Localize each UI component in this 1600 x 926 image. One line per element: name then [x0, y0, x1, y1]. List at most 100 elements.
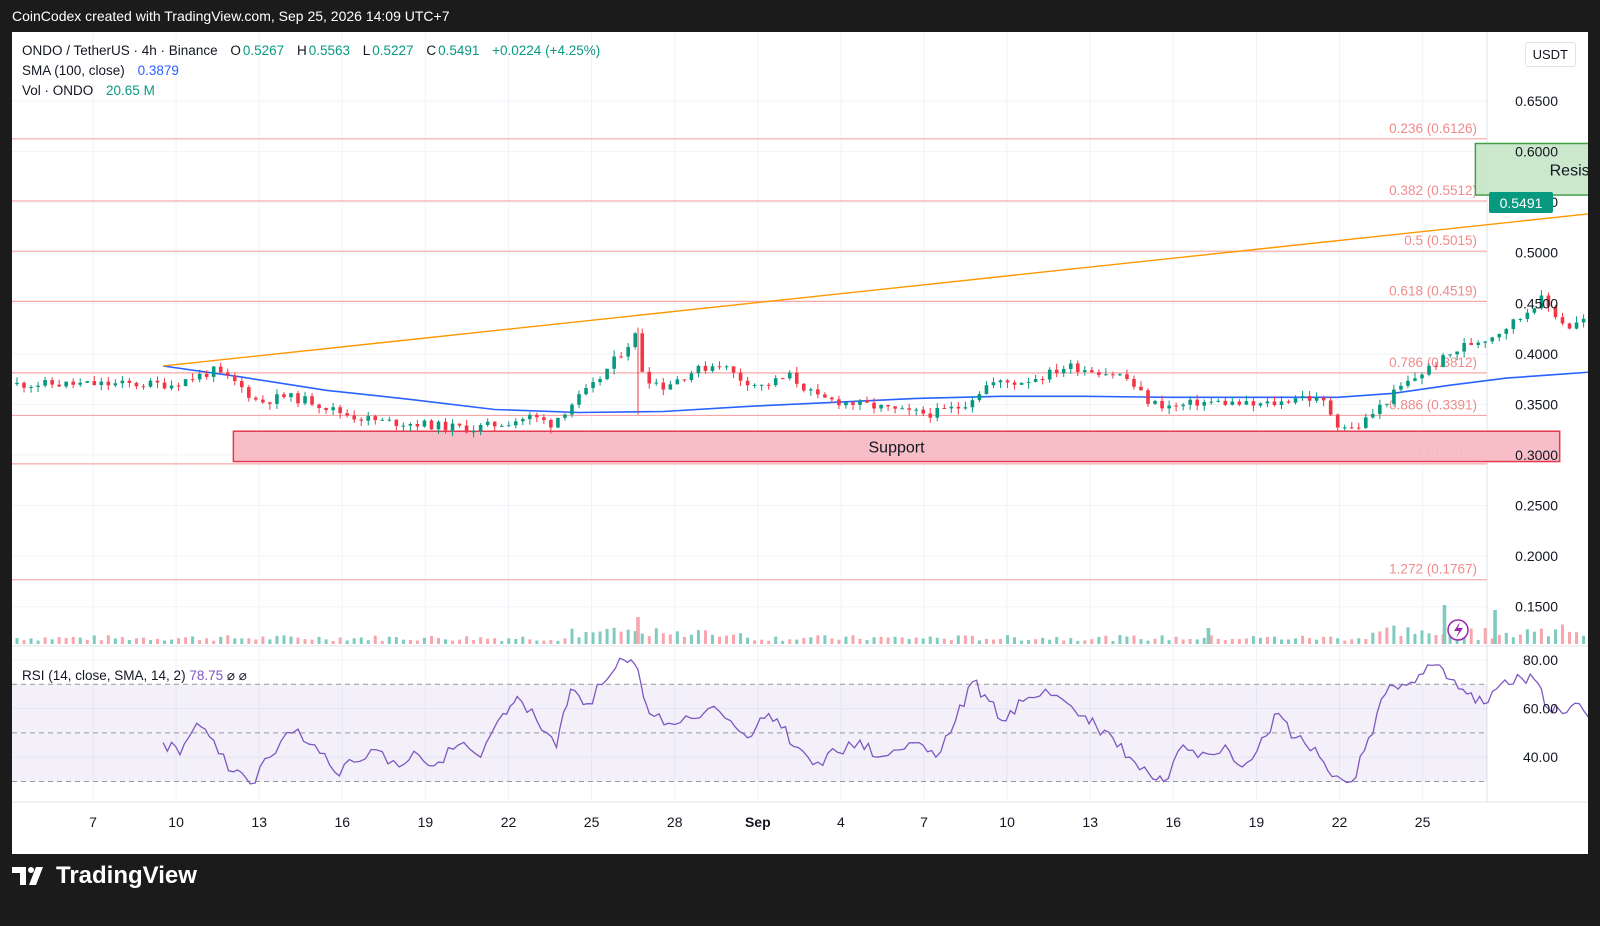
candle-body [654, 382, 659, 384]
volume-bar [163, 640, 167, 644]
candle-body [900, 408, 904, 410]
candle-body [942, 407, 947, 409]
volume-bar [331, 640, 335, 644]
volume-bar [949, 640, 953, 644]
volume-bar [1329, 636, 1333, 644]
candle-body [928, 413, 933, 418]
volume-bar [465, 636, 469, 644]
volume-bar [647, 636, 651, 644]
volume-bar [696, 630, 700, 644]
candle-body [584, 388, 588, 395]
candle-body [998, 380, 1003, 383]
rsi-visibility-icons[interactable]: ⌀ ⌀ [226, 668, 247, 683]
candle-body [1286, 401, 1291, 403]
candle-body [436, 421, 441, 430]
volume-bar [1265, 636, 1269, 644]
volume-bar [134, 638, 138, 644]
candle-body [1132, 378, 1136, 387]
chart-canvas[interactable]: 0.236 (0.6126) 0.382 (0.5512) 0.5 (0.5015)… [12, 32, 1588, 854]
volume-bar [710, 634, 714, 644]
volume-bar [1055, 637, 1059, 644]
rsi-legend[interactable]: RSI (14, close, SMA, 14, 2) 78.75 ⌀ ⌀ [22, 668, 247, 684]
volume-bar [219, 636, 223, 644]
tradingview-brand[interactable]: TradingView [12, 862, 197, 890]
fib-level-label: 0.618 (0.4519) [1389, 283, 1477, 298]
volume-bar [1511, 637, 1515, 644]
volume-bar [823, 635, 827, 644]
volume-bar [43, 637, 47, 644]
candle-body [120, 380, 125, 384]
volume-bar [415, 640, 419, 644]
price-tick-label: 0.6500 [1515, 93, 1558, 109]
currency-unit-button[interactable]: USDT [1524, 42, 1576, 67]
candle-body [1139, 386, 1143, 391]
volume-bar [1216, 638, 1220, 644]
volume-bar [1497, 634, 1501, 644]
last-price-tag [1489, 192, 1553, 214]
candle-body [513, 421, 518, 426]
candle-body [22, 382, 26, 388]
volume-bar [921, 638, 925, 644]
candle-body [521, 419, 525, 422]
volume-bar [1280, 639, 1283, 644]
volume-bar [619, 631, 623, 644]
candle-body [1146, 390, 1150, 404]
volume-bar [141, 637, 145, 644]
candle-body [1033, 379, 1038, 382]
candle-body [78, 382, 83, 385]
volume-bar [106, 635, 110, 644]
legend-sma-row[interactable]: SMA (100, close) 0.3879 [22, 61, 602, 81]
volume-bar [633, 631, 637, 644]
candle-body [970, 400, 975, 408]
fib-level-label: 0.382 (0.5512) [1389, 183, 1477, 198]
candle-body [275, 394, 279, 404]
volume-bar [661, 633, 665, 644]
candle-body [570, 404, 574, 415]
time-tick-label: 4 [837, 814, 845, 830]
volume-bar [816, 635, 820, 644]
volume-bar [156, 638, 159, 644]
zones-layer: Resistance Support [232, 142, 1588, 463]
time-tick-label: 22 [501, 814, 517, 830]
price-tick-label: 0.3000 [1515, 447, 1558, 463]
volume-bar [352, 638, 356, 644]
candle-body [134, 382, 139, 387]
volume-bar [22, 640, 26, 644]
volume-bar [247, 638, 251, 644]
volume-bar [1272, 636, 1276, 644]
candle-body [394, 419, 399, 426]
volume-bar [739, 633, 743, 644]
volume-bar [1174, 636, 1178, 644]
candle-body [1026, 381, 1031, 383]
candle-body [759, 384, 764, 386]
symbol-label[interactable]: ONDO / TetherUS · 4h · Binance [22, 43, 218, 58]
volume-bar [1343, 640, 1347, 644]
volume-bar [760, 639, 764, 644]
candle-body [106, 381, 111, 386]
candle-body [204, 373, 209, 377]
volume-bar [99, 640, 103, 644]
candle-body [1019, 382, 1024, 385]
candle-body [1342, 427, 1347, 429]
candle-body [457, 423, 462, 426]
volume-bar [1062, 640, 1066, 644]
volume-bar [1160, 635, 1164, 644]
volume-bar [1490, 638, 1494, 644]
volume-bar [984, 638, 988, 644]
candle-body [1300, 396, 1305, 399]
candle-body [1216, 400, 1221, 402]
legend-vol-row[interactable]: Vol · ONDO 20.65 M [22, 81, 602, 101]
volume-bar [626, 629, 630, 644]
volume-bar [500, 640, 504, 644]
open-label: O [230, 43, 241, 58]
candle-body [1371, 414, 1375, 418]
candle-body [1040, 379, 1045, 381]
volume-bar [542, 640, 546, 644]
candle-body [809, 389, 813, 391]
volume-bar [444, 639, 448, 644]
candle-body [471, 430, 476, 433]
candle-body [296, 393, 300, 404]
volume-bar [205, 638, 209, 644]
candle-body [506, 425, 511, 427]
volume-bar [1195, 639, 1199, 644]
